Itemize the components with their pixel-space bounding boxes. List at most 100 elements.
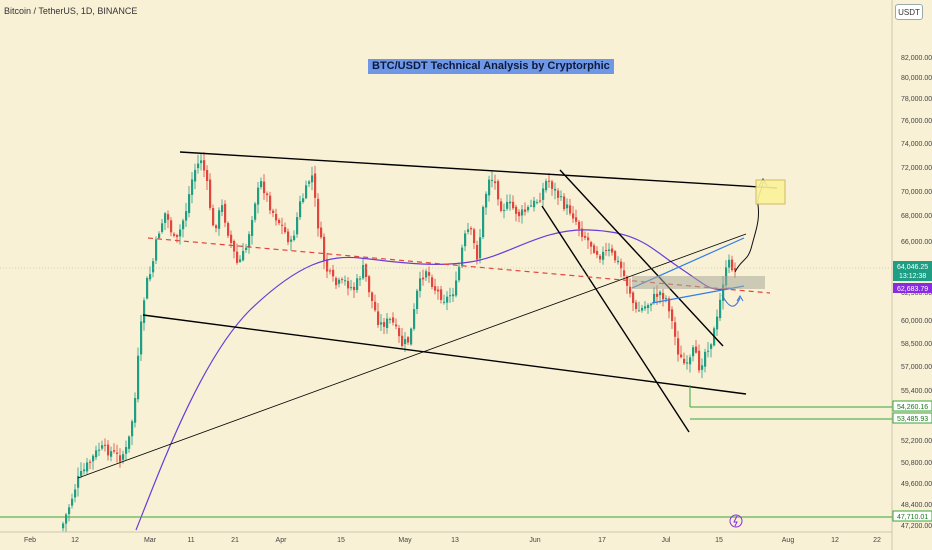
candle-body [707,350,710,352]
candle-body [260,181,263,188]
candle-body [305,185,308,199]
price-tag-label: 53,485.93 [897,416,928,423]
candle-body [128,436,131,449]
candle-body [467,229,470,232]
lightning-icon [729,514,743,528]
candle-body [281,224,284,226]
candle-body [74,489,77,498]
candle-body [224,203,227,223]
y-tick-label: 60,000.00 [901,318,932,325]
candle-body [86,462,89,472]
price-tag [892,412,932,424]
candle-body [242,250,245,261]
candle-body [539,200,542,202]
alt-projection-arrow [736,295,744,302]
candle-body [446,296,449,303]
candle-body [395,324,398,327]
currency-button[interactable]: USDT [895,4,923,20]
candle-body [647,304,650,309]
candle-body [272,210,275,213]
candle-body [275,213,278,221]
candle-body [302,198,305,202]
candle-body [335,278,338,286]
x-tick-label: 13 [451,537,459,544]
candle-body [416,290,419,310]
candle-body [491,179,494,181]
x-tick-label: 17 [598,537,606,544]
candle-body [299,201,302,218]
price-tag-label: 62,683.79 [897,286,928,293]
candle-body [110,451,113,457]
candle-body [404,339,407,345]
candle-body [227,223,230,236]
candle-body [209,179,212,208]
candle-body [509,201,512,204]
candle-body [419,278,422,291]
candle-body [584,235,587,238]
candle-body [476,244,479,260]
candle-body [563,196,566,210]
candle-body [635,302,638,309]
price-tag [892,400,932,412]
candle-body [506,201,509,209]
candle-body [656,293,659,297]
candle-body [371,292,374,301]
rising-trendline [77,233,747,479]
candle-body [173,233,176,236]
candle-body [482,206,485,238]
falling-channel-upper [559,169,724,347]
x-tick-label: May [398,537,412,544]
candle-body [662,293,665,300]
candle-body [407,337,410,343]
candle-body [332,269,335,277]
candle-body [230,234,233,243]
candle-body [194,169,197,182]
candle-body [167,214,170,220]
candle-body [686,362,689,364]
candle-body [266,193,269,196]
y-tick-label: 58,500.00 [901,341,932,348]
candle-body [551,181,554,189]
candle-body [179,229,182,237]
candle-body [497,181,500,200]
candle-body [353,286,356,291]
candle-body [182,220,185,230]
candle-body [317,198,320,229]
candle-body [161,223,164,232]
candle-body [77,476,80,488]
x-tick-label: Jul [662,537,671,544]
candle-body [716,316,719,330]
candle-body [488,179,491,196]
candle-body [614,251,617,261]
candle-body [653,293,656,303]
candle-body [452,294,455,297]
candle-body [500,201,503,211]
candle-body [398,328,401,337]
candle-body [113,450,116,452]
candle-body [530,205,533,207]
candle-body [206,169,209,182]
candle-body [203,160,206,171]
candle-body [122,454,125,460]
target-zone-box [755,179,786,205]
candle-body [458,266,461,281]
candle-body [596,250,599,255]
y-tick-label: 62,500.00 [901,290,932,297]
candle-body [569,205,572,214]
candle-body [68,507,71,515]
y-tick-label: 82,000.00 [901,55,932,62]
candle-body [71,498,74,506]
candle-body [617,260,620,263]
candle-body [389,319,392,321]
candle-body [689,357,692,365]
x-tick-label: 21 [231,537,239,544]
candle-body [146,277,149,299]
candle-body [101,445,104,449]
candle-body [104,444,107,446]
candle-body [326,259,329,272]
candle-body [65,514,68,524]
candle-body [668,298,671,312]
candle-body [578,221,581,230]
